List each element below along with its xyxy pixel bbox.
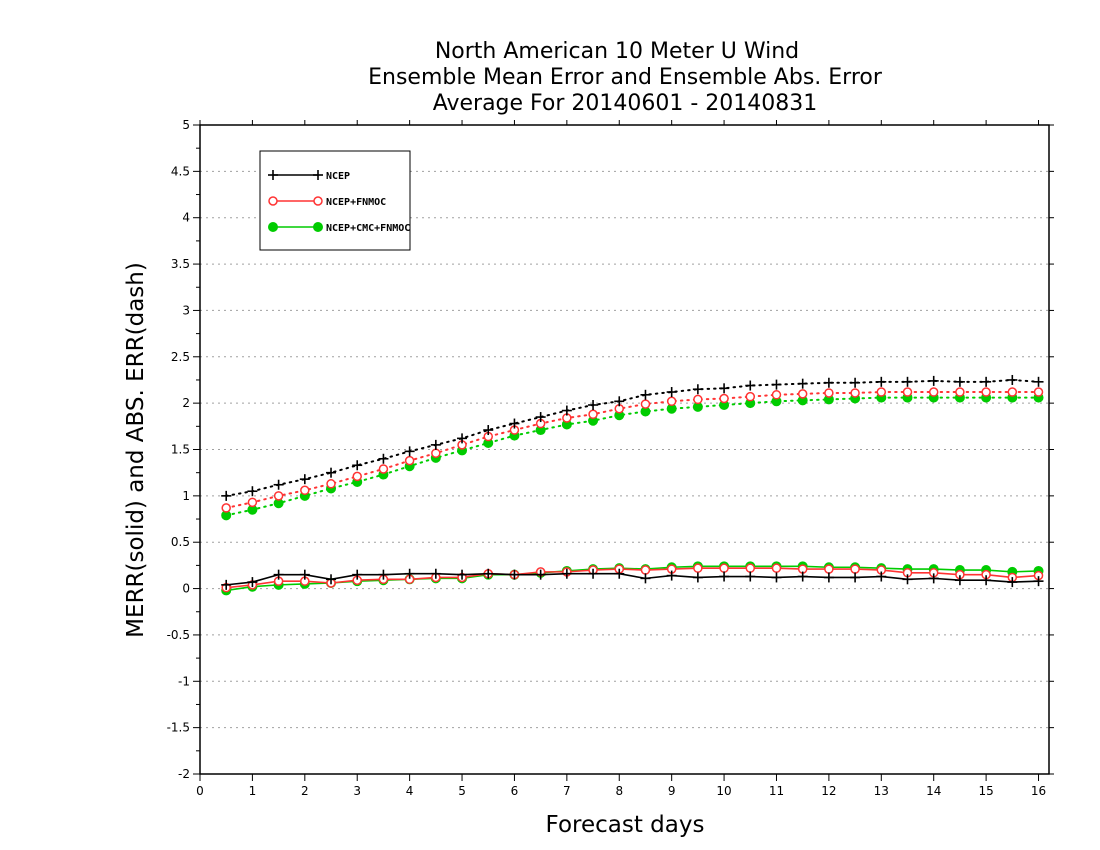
legend-label: NCEP+CMC+FNMOC xyxy=(326,223,410,234)
x-axis: 0 1 2 3 4 5 6 7 8 9 10 11 12 13 14 15 16 xyxy=(196,120,1046,798)
title-line-3: Average For 20140601 - 20140831 xyxy=(433,91,818,116)
mean-error-point xyxy=(745,563,756,573)
series-layer xyxy=(221,374,1044,596)
y-tick-label: 4.5 xyxy=(171,164,190,178)
y-tick-label: 4 xyxy=(182,211,190,225)
x-tick-label: 9 xyxy=(668,784,676,798)
x-tick-label: 3 xyxy=(353,784,361,798)
legend-entry: NCEP+CMC+FNMOC xyxy=(268,222,410,234)
mean-error-point xyxy=(640,565,651,575)
abs-error-point xyxy=(352,471,362,482)
abs-error-point xyxy=(850,388,860,398)
abs-error-point xyxy=(981,387,991,397)
abs-error-point xyxy=(378,464,389,474)
x-tick-label: 12 xyxy=(821,784,836,798)
mean-error-point xyxy=(719,563,729,573)
x-tick-label: 13 xyxy=(874,784,889,798)
abs-error-point xyxy=(745,391,756,402)
x-tick-label: 4 xyxy=(406,784,414,798)
y-tick-label: 3 xyxy=(182,303,190,317)
abs-error-point xyxy=(431,448,441,458)
series-ncep-fnmoc xyxy=(221,387,1044,593)
abs-error-point xyxy=(955,387,965,397)
abs-error-point xyxy=(797,389,808,399)
abs-error-point xyxy=(928,387,939,397)
legend-marker xyxy=(268,196,278,206)
legend-marker xyxy=(313,196,323,206)
y-tick-label: 0 xyxy=(182,582,190,596)
y-tick-label: -0.5 xyxy=(167,628,190,642)
abs-error-line xyxy=(225,396,1040,517)
legend: NCEP NCEP+FNMOC NCEP+CMC+FNMOC xyxy=(259,150,411,251)
x-tick-label: 2 xyxy=(301,784,309,798)
mean-error-point xyxy=(693,563,703,573)
x-tick-label: 15 xyxy=(978,784,993,798)
y-tick-label: -1.5 xyxy=(167,721,190,735)
abs-error-point xyxy=(666,396,677,407)
mean-error-point xyxy=(824,564,834,574)
abs-error-point xyxy=(824,388,834,398)
abs-error-point xyxy=(1033,387,1044,397)
abs-error-point xyxy=(1007,387,1018,397)
grid xyxy=(200,170,1049,729)
y-axis-label: MERR(solid) and ABS. ERR(dash) xyxy=(123,262,149,638)
abs-error-point xyxy=(221,503,231,513)
y-tick-label: 0.5 xyxy=(171,535,190,549)
y-tick-label: -1 xyxy=(178,674,190,688)
legend-entry: NCEP xyxy=(268,170,350,182)
abs-error-point xyxy=(771,390,782,400)
x-tick-label: 8 xyxy=(615,784,623,798)
y-tick-label: 1.5 xyxy=(171,443,190,457)
abs-error-point xyxy=(693,394,703,405)
abs-error-point xyxy=(902,387,913,397)
x-tick-label: 16 xyxy=(1031,784,1046,798)
y-tick-label: 2 xyxy=(182,396,190,410)
y-tick-label: 2.5 xyxy=(171,350,190,364)
abs-error-point xyxy=(273,491,284,501)
legend-label: NCEP xyxy=(326,171,350,182)
x-tick-label: 0 xyxy=(196,784,204,798)
x-tick-label: 6 xyxy=(511,784,519,798)
abs-error-point xyxy=(876,387,887,397)
y-tick-label: 3.5 xyxy=(171,257,190,271)
y-tick-label: 5 xyxy=(182,118,190,132)
abs-error-point xyxy=(247,497,258,508)
x-tick-label: 7 xyxy=(563,784,571,798)
legend-marker xyxy=(313,222,323,232)
title-line-2: Ensemble Mean Error and Ensemble Abs. Er… xyxy=(368,65,883,90)
chart-title: North American 10 Meter U Wind Ensemble … xyxy=(368,39,883,116)
x-tick-label: 1 xyxy=(249,784,257,798)
x-tick-label: 5 xyxy=(458,784,466,798)
abs-error-point xyxy=(640,399,651,409)
abs-error-point xyxy=(326,479,336,489)
series-ncep-cmc-fnmoc xyxy=(221,392,1044,596)
y-axis: 5 4.5 4 3.5 3 2.5 2 1.5 1 0.5 0 -0.5 -1 -1.5 -2 xyxy=(167,118,1054,781)
mean-error-point xyxy=(850,564,860,574)
abs-error-point xyxy=(404,455,415,466)
x-tick-label: 10 xyxy=(716,784,731,798)
legend-label: NCEP+FNMOC xyxy=(326,197,386,208)
legend-entry: NCEP+FNMOC xyxy=(268,196,386,208)
y-tick-label: -2 xyxy=(178,767,190,781)
title-line-1: North American 10 Meter U Wind xyxy=(435,39,799,64)
abs-error-point xyxy=(300,485,310,496)
x-axis-label: Forecast days xyxy=(546,812,705,838)
x-tick-label: 11 xyxy=(769,784,784,798)
mean-error-line xyxy=(226,572,1039,586)
mean-error-point xyxy=(771,563,782,573)
legend-marker xyxy=(268,222,278,232)
x-tick-label: 14 xyxy=(926,784,941,798)
y-tick-label: 1 xyxy=(182,489,190,503)
abs-error-point xyxy=(588,409,598,420)
mean-error-line xyxy=(226,567,1039,589)
series-ncep xyxy=(221,374,1044,590)
abs-error-point xyxy=(719,393,729,404)
